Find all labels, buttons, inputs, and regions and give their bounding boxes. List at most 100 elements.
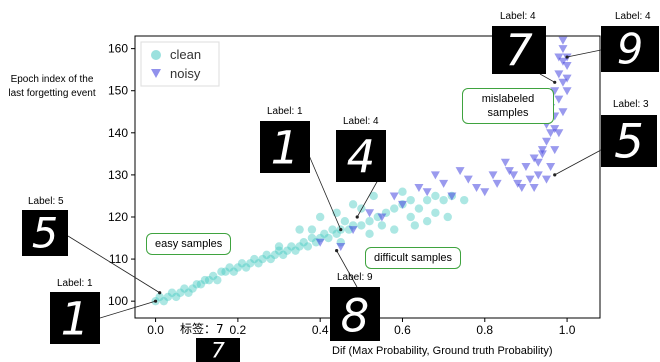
data-point-clean: [390, 204, 399, 213]
data-point-noisy: [533, 158, 543, 167]
data-point-clean: [365, 216, 374, 226]
data-point-clean: [270, 250, 280, 260]
leader-arrowhead: [339, 228, 343, 232]
data-point-noisy: [525, 175, 535, 184]
data-point-noisy: [554, 53, 564, 62]
data-point-noisy: [550, 146, 560, 155]
data-point-clean: [262, 250, 271, 260]
data-point-clean: [283, 246, 292, 255]
legend-label-noisy: noisy: [170, 66, 201, 81]
leader-arrowhead: [153, 299, 158, 303]
data-point-clean: [422, 216, 432, 226]
data-point-clean: [254, 259, 263, 268]
data-point-noisy: [529, 154, 539, 163]
y-tick-label: 130: [108, 168, 128, 182]
digit-thumbnail: [601, 115, 657, 167]
mislabeled-samples-box: mislabeled samples: [462, 88, 554, 124]
data-point-noisy: [554, 95, 564, 104]
easy-samples-box: easy samples: [146, 233, 232, 255]
data-point-noisy: [414, 184, 424, 193]
data-point-noisy: [558, 36, 568, 45]
data-point-noisy: [562, 61, 572, 70]
data-point-noisy: [472, 184, 482, 193]
data-point-clean: [237, 259, 247, 268]
digit-thumbnail: [330, 287, 380, 341]
data-point-clean: [431, 191, 440, 201]
data-point-noisy: [430, 171, 440, 180]
data-point-noisy: [558, 45, 568, 54]
digit-thumbnail: [492, 26, 546, 74]
data-point-clean: [266, 254, 275, 264]
y-tick-label: 140: [108, 126, 128, 140]
data-point-noisy: [480, 188, 490, 197]
data-point-clean: [303, 242, 313, 251]
leader-line: [566, 49, 602, 58]
data-point-noisy: [422, 188, 432, 197]
y-tick-label: 110: [109, 252, 128, 266]
leader-line: [304, 145, 342, 230]
x-tick-label: 0.0: [147, 323, 164, 337]
leader-arrowhead: [565, 55, 569, 59]
data-point-clean: [176, 288, 185, 297]
data-point-noisy: [533, 171, 543, 180]
data-point-clean: [324, 233, 333, 243]
data-point-clean: [406, 212, 415, 222]
data-point-clean: [365, 229, 374, 239]
data-point-noisy: [562, 87, 572, 96]
data-point-clean: [422, 195, 432, 205]
legend-marker-noisy: [151, 69, 161, 78]
y-tick-label: 120: [108, 210, 128, 224]
thumb-label-mid-1: Label: 1: [267, 106, 303, 117]
digit-glyph: 1: [61, 293, 90, 346]
leader-line: [336, 250, 358, 288]
data-point-noisy: [513, 179, 523, 188]
data-point-noisy: [315, 238, 325, 247]
data-point-clean: [348, 200, 358, 209]
data-point-clean: [460, 195, 469, 205]
y-tick-label: 100: [108, 294, 128, 308]
data-point-noisy: [554, 70, 564, 79]
leader-line: [554, 149, 602, 176]
data-point-clean: [217, 267, 226, 276]
data-point-clean: [295, 242, 304, 251]
thumb-label-right-3: Label: 3: [613, 99, 649, 110]
data-point-noisy: [558, 57, 568, 66]
x-tick-label: 1.0: [559, 323, 576, 337]
data-point-clean: [357, 221, 366, 230]
data-point-clean: [398, 187, 407, 196]
y-axis-label: Epoch index of the last forgetting event: [8, 74, 96, 99]
digit-thumbnail: [50, 292, 100, 344]
data-point-noisy: [500, 158, 510, 167]
data-point-clean: [180, 284, 189, 293]
leader-line: [356, 179, 379, 218]
data-point-noisy: [389, 192, 399, 201]
data-point-clean: [155, 292, 164, 302]
digit-glyph: 7: [211, 339, 225, 362]
data-point-clean: [390, 225, 399, 234]
data-point-clean: [340, 216, 350, 226]
data-point-clean: [188, 284, 197, 293]
data-point-noisy: [455, 167, 465, 176]
data-point-clean: [221, 267, 230, 276]
data-point-noisy: [521, 162, 531, 171]
x-tick-label: 0.6: [394, 323, 411, 337]
data-point-clean: [439, 195, 448, 205]
digit-thumbnail: [260, 121, 310, 173]
digit-glyph: 5: [614, 116, 644, 170]
axis-ticks: 0.0 0.2 0.4 0.6 0.8 1.0 100 110 120 130 140 150 160: [108, 42, 576, 337]
data-point-clean: [163, 292, 173, 302]
thumb-label-top-4a: Label: 4: [500, 11, 536, 22]
leader-arrowhead: [553, 173, 557, 177]
legend-marker-clean: [151, 50, 161, 60]
data-point-noisy: [365, 209, 375, 218]
x-tick-label: 0.2: [230, 323, 247, 337]
leader-lines: [67, 49, 602, 319]
thumb-label-mid-4: Label: 4: [343, 116, 379, 127]
data-point-noisy: [488, 171, 498, 180]
thumbnail-images: 511 487 957: [22, 26, 659, 362]
data-point-clean: [320, 229, 329, 239]
data-point-clean: [307, 233, 317, 243]
data-point-clean: [274, 242, 284, 251]
leader-arrowhead: [335, 249, 339, 253]
data-point-noisy: [558, 108, 568, 117]
